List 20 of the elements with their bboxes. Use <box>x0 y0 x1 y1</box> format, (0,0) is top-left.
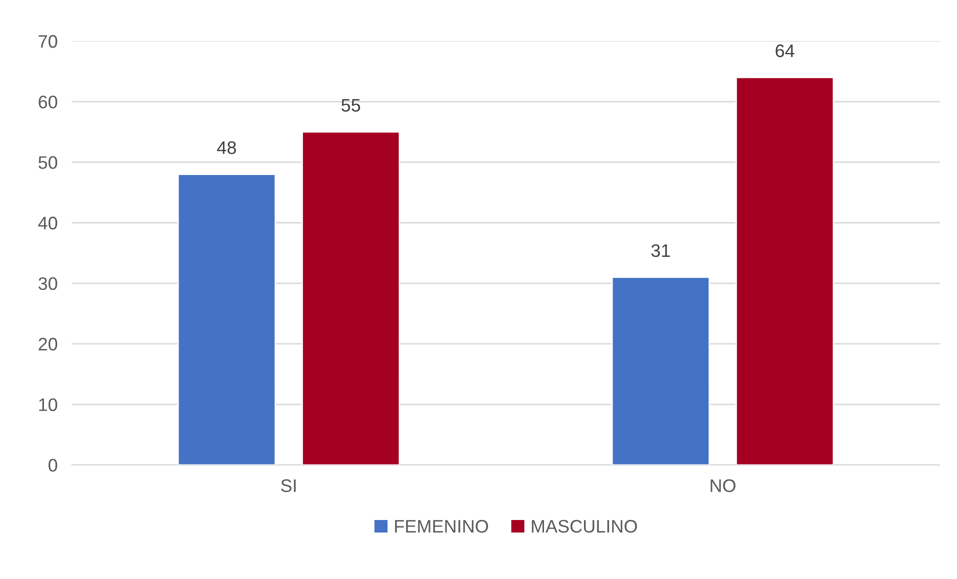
bar <box>736 76 834 465</box>
legend-label: MASCULINO <box>532 520 637 533</box>
data-label: 31 <box>651 244 670 258</box>
legend-label: FEMENINO <box>395 520 488 533</box>
y-tick-label: 40 <box>38 216 58 230</box>
bar <box>177 174 276 465</box>
y-tick-label: 0 <box>48 458 58 472</box>
data-label: 64 <box>776 44 794 58</box>
data-label: 55 <box>342 99 360 112</box>
bar <box>302 131 400 465</box>
y-tick-label: 70 <box>38 35 58 48</box>
x-tick-label: NO <box>710 479 736 492</box>
y-tick-label: 60 <box>38 96 58 108</box>
y-tick-label: 20 <box>38 338 58 351</box>
bar <box>611 276 710 465</box>
data-label: 48 <box>217 141 236 154</box>
y-tick-label: 50 <box>38 156 58 169</box>
y-tick-label: 30 <box>38 277 58 290</box>
x-tick-label: SI <box>281 479 296 492</box>
y-tick-label: 10 <box>39 398 58 412</box>
